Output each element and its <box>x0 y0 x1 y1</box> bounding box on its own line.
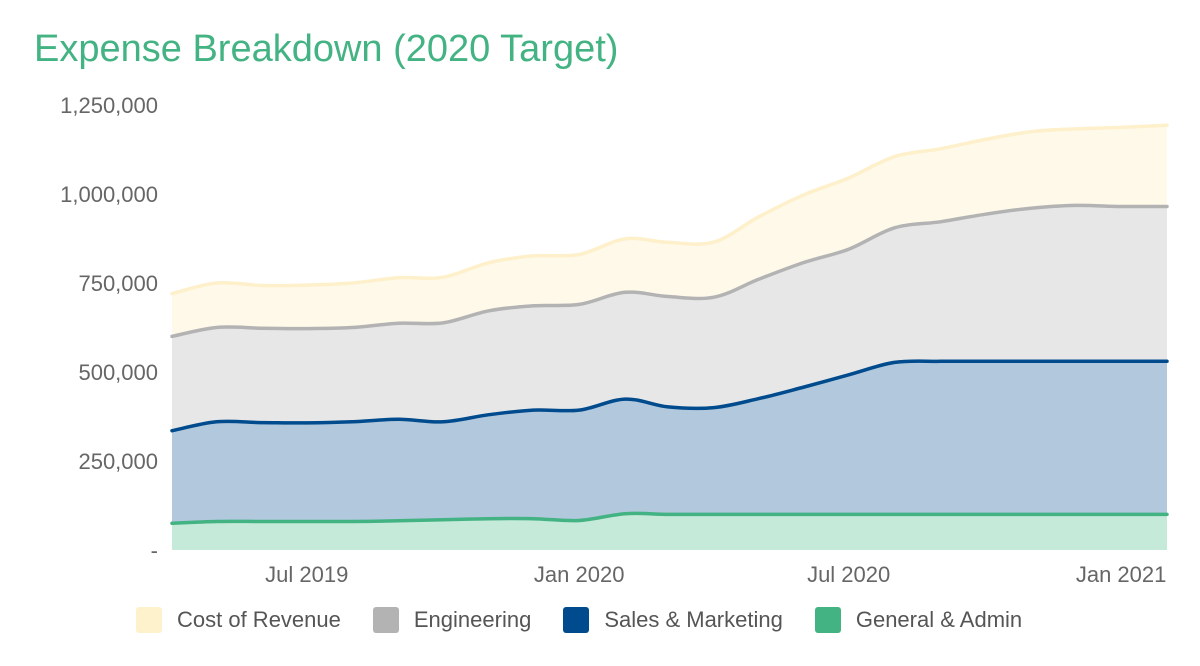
area-general-admin <box>172 513 1167 550</box>
x-tick-label: Jul 2020 <box>807 562 890 587</box>
y-tick-label: 750,000 <box>78 271 158 296</box>
chart-legend: Cost of Revenue Engineering Sales & Mark… <box>136 605 1054 635</box>
legend-swatch-cost-of-revenue <box>136 607 162 633</box>
area-sales-marketing <box>172 361 1167 550</box>
legend-label-general-admin: General & Admin <box>855 607 1023 632</box>
legend-item-cost-of-revenue[interactable]: Cost of Revenue <box>136 607 341 633</box>
chart-title: Expense Breakdown (2020 Target) <box>34 28 619 70</box>
y-tick-label: 500,000 <box>78 360 158 385</box>
legend-item-sales-marketing[interactable]: Sales & Marketing <box>563 607 783 633</box>
line-engineering <box>170 203 1169 339</box>
legend-swatch-engineering <box>372 607 399 633</box>
line-cost-of-revenue <box>170 123 1169 296</box>
legend-swatch-sales-marketing <box>563 607 590 633</box>
y-tick-label: 1,000,000 <box>60 182 158 207</box>
legend-item-engineering[interactable]: Engineering <box>372 607 532 633</box>
legend-label-sales-marketing: Sales & Marketing <box>604 607 783 632</box>
legend-item-general-admin[interactable]: General & Admin <box>814 607 1023 633</box>
x-tick-label: Jul 2019 <box>265 562 348 587</box>
y-tick-label: 1,250,000 <box>60 93 158 118</box>
legend-label-cost-of-revenue: Cost of Revenue <box>177 607 341 632</box>
y-tick-label: 250,000 <box>78 449 158 474</box>
line-general-admin <box>170 511 1169 526</box>
x-tick-label: Jan 2020 <box>534 562 625 587</box>
legend-label-engineering: Engineering <box>413 607 532 632</box>
x-tick-label: Jan 2021 <box>1076 562 1167 587</box>
y-tick-label: - <box>151 538 158 563</box>
legend-swatch-general-admin <box>814 607 841 633</box>
line-sales-marketing <box>170 359 1169 433</box>
